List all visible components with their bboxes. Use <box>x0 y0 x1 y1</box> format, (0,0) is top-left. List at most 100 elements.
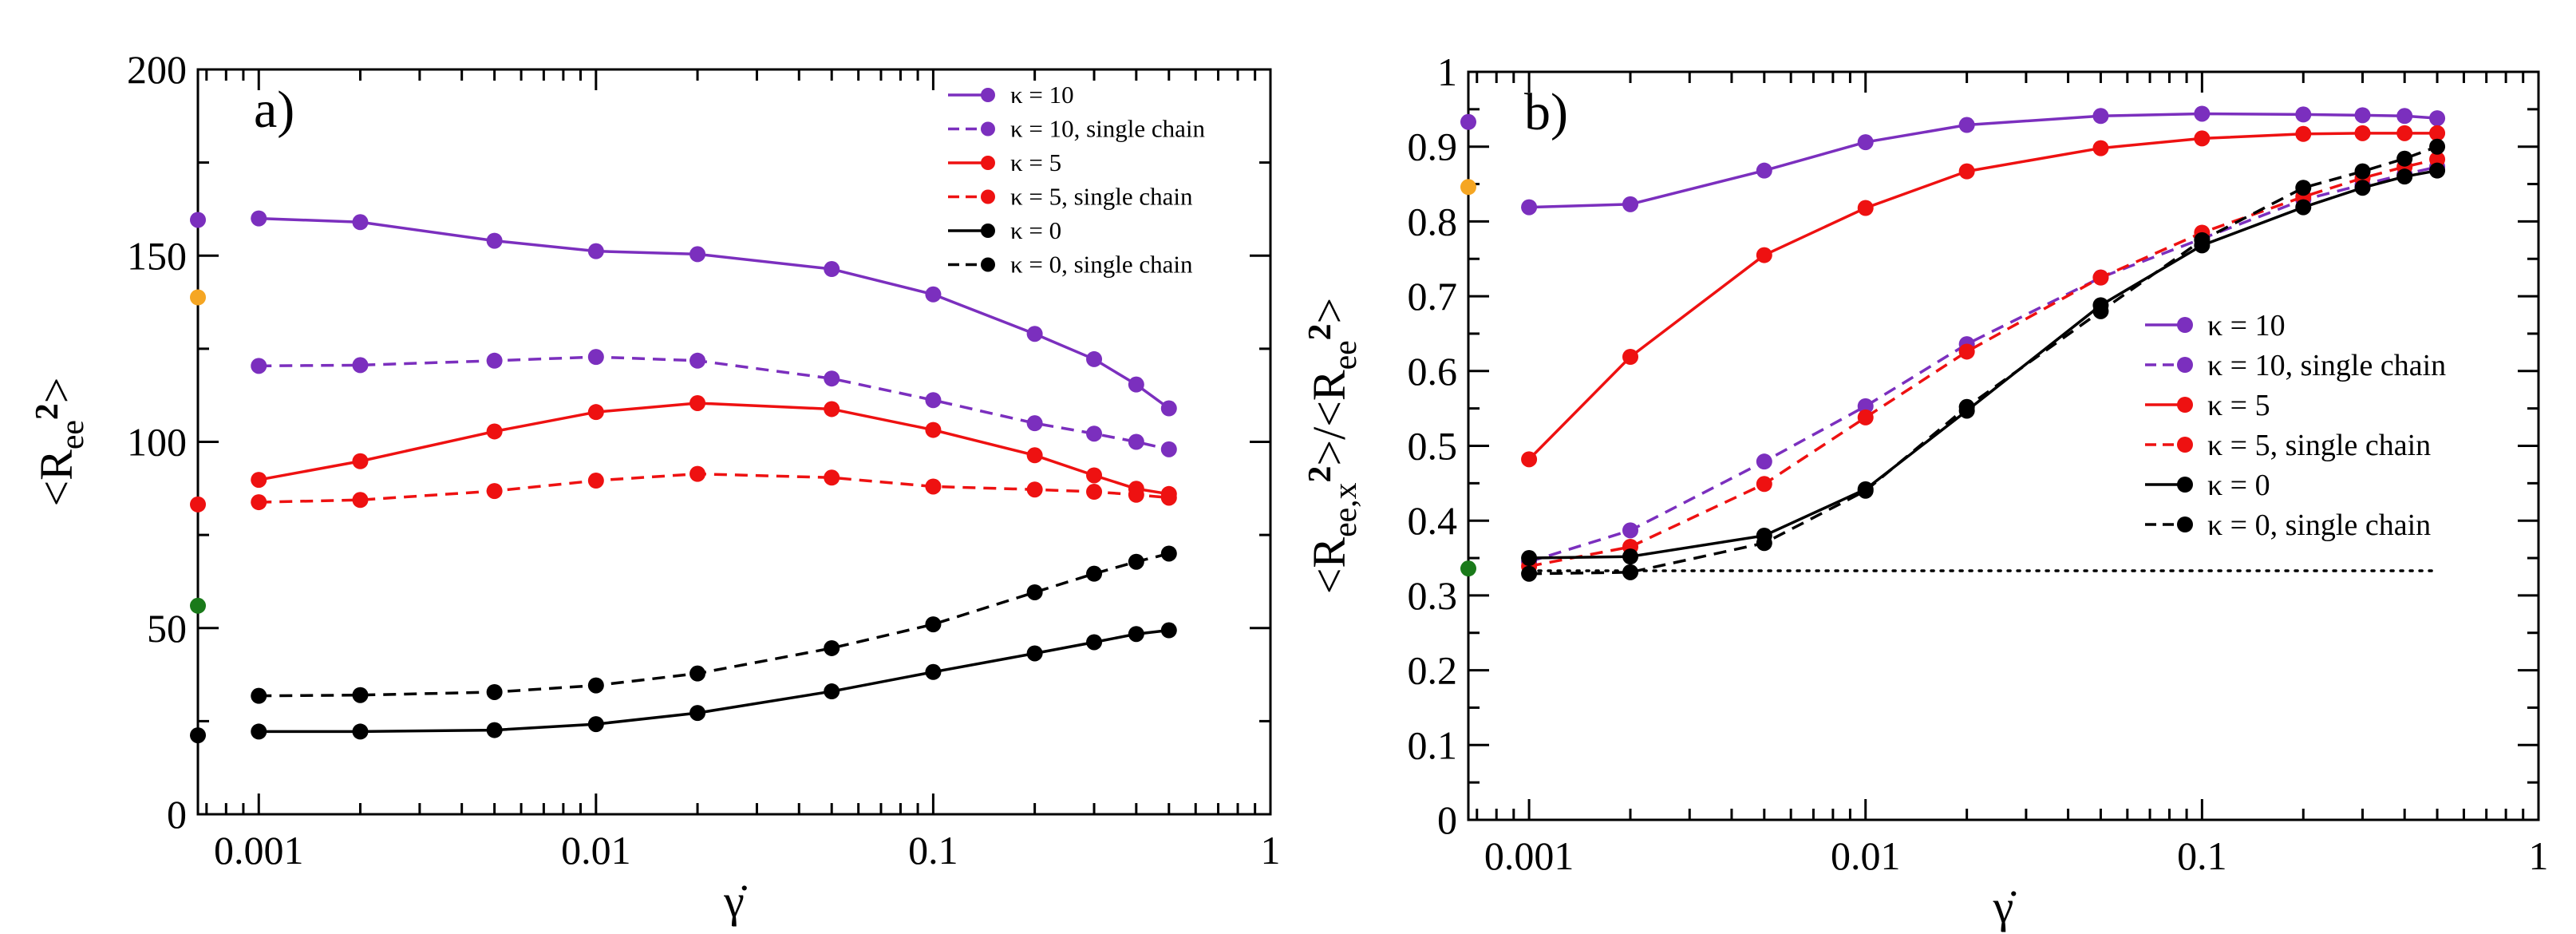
y-tick-label: 0.7 <box>1408 274 1458 319</box>
data-point <box>2429 110 2446 127</box>
data-point <box>587 677 604 694</box>
y-tick-label: 0.2 <box>1408 648 1458 693</box>
data-point <box>2295 106 2312 123</box>
data-point <box>1958 163 1975 180</box>
data-point <box>2092 108 2109 125</box>
data-point <box>2396 125 2413 141</box>
data-point <box>925 616 942 633</box>
data-point <box>1026 326 1043 342</box>
data-point <box>1026 584 1043 600</box>
data-point <box>587 473 604 489</box>
legend-entry: κ = 0 <box>2207 469 2270 502</box>
x-tick-label: 1 <box>2529 833 2549 878</box>
data-point <box>1756 476 1772 493</box>
legend-marker <box>981 156 995 170</box>
x-tick-label: 0.01 <box>1831 833 1901 878</box>
series-0 <box>251 210 1177 417</box>
data-point <box>1622 348 1639 365</box>
panel-label: a) <box>254 81 294 139</box>
data-point <box>486 232 503 249</box>
data-point <box>1160 400 1177 417</box>
data-point <box>352 453 369 469</box>
data-point <box>352 687 369 703</box>
y-tick-label: 0.5 <box>1408 424 1458 469</box>
legend-entry: κ = 10, single chain <box>1010 115 1206 143</box>
data-point <box>1756 535 1772 552</box>
data-point <box>1857 398 1874 414</box>
data-point <box>1857 482 1874 499</box>
data-point <box>2092 303 2109 319</box>
data-point <box>251 358 267 374</box>
legend-marker <box>981 224 995 238</box>
edge-marker <box>190 212 206 228</box>
data-point <box>2194 232 2211 248</box>
data-point <box>251 494 267 511</box>
data-point <box>1160 622 1177 639</box>
y-tick-label: 0.4 <box>1408 498 1458 543</box>
data-point <box>1026 645 1043 662</box>
data-point <box>2429 151 2446 168</box>
data-point <box>1086 425 1103 442</box>
data-point <box>486 722 503 738</box>
data-point <box>486 483 503 500</box>
legend-entry: κ = 0, single chain <box>1010 251 1193 279</box>
x-tick-label: 0.1 <box>908 828 958 873</box>
data-point <box>824 261 840 278</box>
data-point <box>486 423 503 440</box>
legend-marker <box>2177 516 2193 532</box>
data-point <box>2396 108 2413 125</box>
series-line <box>259 472 1169 504</box>
data-point <box>2396 150 2413 167</box>
data-point <box>486 352 503 369</box>
data-point <box>1086 350 1103 367</box>
series-line <box>259 216 1170 410</box>
data-point <box>1622 548 1639 565</box>
data-point <box>486 683 503 700</box>
data-point <box>925 286 942 303</box>
y-tick-label: 0 <box>1437 797 1457 842</box>
legend: κ = 10 κ = 10, single chain κ = 5 κ = 5, si… <box>2145 309 2446 542</box>
data-point <box>1026 481 1043 498</box>
legend-marker <box>2177 397 2193 413</box>
legend-marker <box>2177 357 2193 373</box>
edge-marker <box>1460 179 1476 196</box>
data-point <box>2429 125 2446 141</box>
data-point <box>1026 415 1043 432</box>
data-point <box>2092 140 2109 156</box>
edge-marker <box>1460 560 1476 577</box>
data-point <box>352 492 369 509</box>
y-tick-label: 0.9 <box>1408 125 1458 169</box>
data-point <box>1857 200 1874 216</box>
edge-marker <box>190 597 206 614</box>
series-0 <box>1521 105 2446 216</box>
legend-entry: κ = 10 <box>1010 81 1074 109</box>
y-tick-label: 200 <box>127 47 187 92</box>
data-point <box>2194 105 2211 122</box>
data-point <box>1622 564 1639 580</box>
data-point <box>1756 162 1772 179</box>
series-1 <box>251 349 1177 457</box>
data-point <box>689 465 706 482</box>
data-point <box>1160 545 1177 562</box>
series-2 <box>1521 125 2446 468</box>
data-point <box>925 421 942 438</box>
legend-marker <box>2177 437 2193 453</box>
panel-label: b) <box>1524 83 1568 141</box>
data-point <box>587 243 604 259</box>
y-tick-label: 0.8 <box>1408 199 1458 243</box>
series-3 <box>251 465 1177 511</box>
edge-marker <box>190 496 206 513</box>
x-tick-label: 0.001 <box>1484 833 1574 878</box>
series-line <box>259 552 1170 698</box>
data-point <box>251 723 267 740</box>
legend-marker <box>2177 317 2193 333</box>
y-axis-title: <Ree2> <box>29 377 91 506</box>
edge-marker <box>1460 113 1476 130</box>
y-tick-label: 0.1 <box>1408 722 1458 767</box>
legend-marker <box>981 121 995 137</box>
y-tick-label: 0.3 <box>1408 573 1458 618</box>
data-point <box>2396 168 2413 185</box>
legend-entry: κ = 0, single chain <box>2207 509 2431 542</box>
legend: κ = 10 κ = 10, single chain κ = 5 κ = 5, si… <box>948 81 1206 279</box>
chart-panel-a: 0.001 0.01 0.1 1 0 50 100 150 200 <Ree2> γ̇ a) κ = 1… <box>29 47 1281 927</box>
